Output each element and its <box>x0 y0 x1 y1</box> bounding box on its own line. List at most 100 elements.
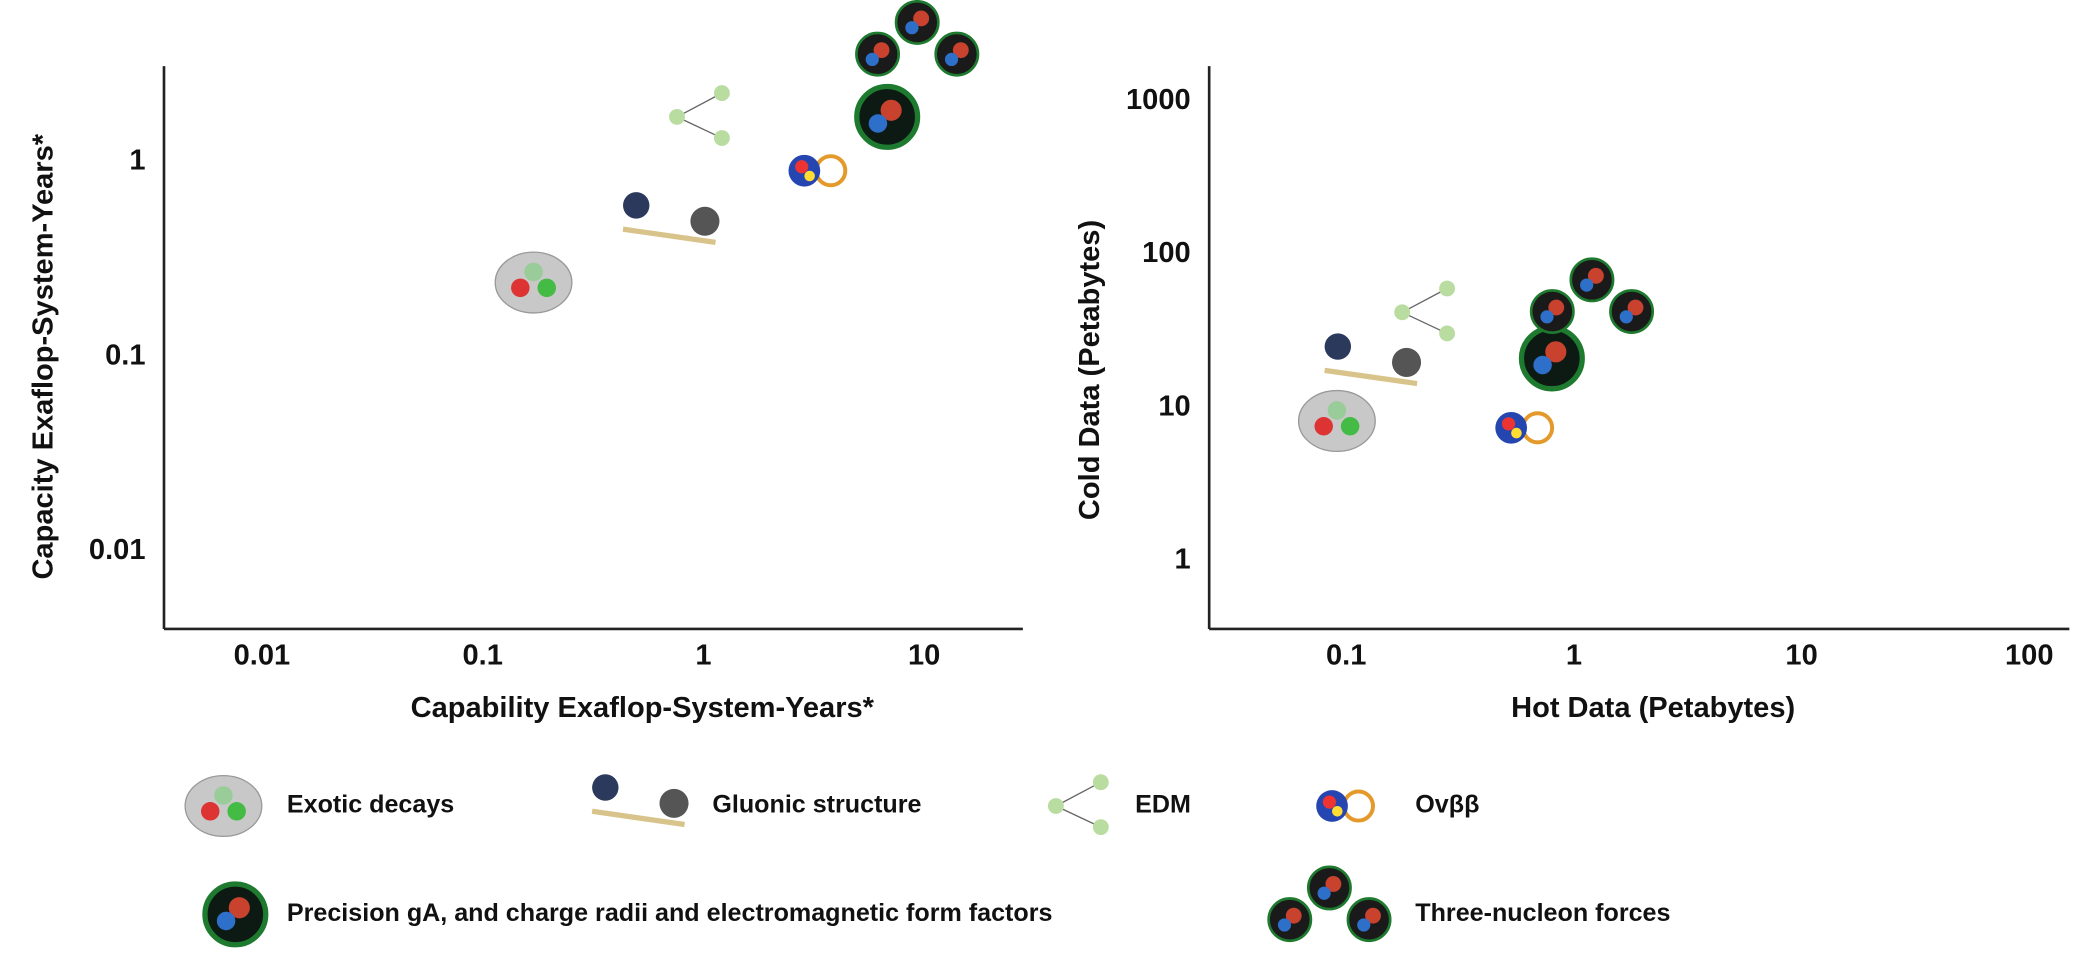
marker-body <box>659 788 689 818</box>
legend-label: Gluonic structure <box>712 791 921 819</box>
marker-part <box>880 99 902 121</box>
marker <box>1495 411 1555 445</box>
x-tick-label: 10 <box>908 639 940 671</box>
marker-part <box>1325 876 1342 892</box>
marker <box>1316 789 1375 823</box>
marker-part <box>1317 886 1331 900</box>
marker <box>669 85 730 146</box>
x-tick-label: 1 <box>1566 639 1582 671</box>
marker-part <box>676 92 723 139</box>
marker-body <box>1092 774 1109 791</box>
marker-part <box>1327 401 1347 420</box>
marker <box>184 774 263 838</box>
marker-body <box>713 85 730 102</box>
marker-body <box>1439 280 1456 297</box>
y-tick-label: 1 <box>129 144 145 176</box>
marker-body <box>623 192 650 219</box>
marker-part <box>1277 918 1292 932</box>
y-tick-label: 1000 <box>1126 84 1191 116</box>
marker-part <box>1357 918 1371 932</box>
y-axis-title: Capacity Exaflop-System-Years* <box>28 133 60 579</box>
legend-label: Three-nucleon forces <box>1415 899 1670 927</box>
marker-part <box>227 802 246 821</box>
marker-part <box>591 808 685 828</box>
marker-part <box>1285 907 1302 924</box>
marker-part <box>537 278 557 298</box>
marker-part <box>873 42 890 59</box>
marker-body <box>494 251 573 314</box>
x-tick-label: 100 <box>2005 639 2053 671</box>
marker-part <box>913 10 930 27</box>
marker <box>494 251 573 314</box>
marker-body <box>184 774 263 838</box>
marker-part <box>1580 278 1594 292</box>
marker-body <box>713 130 730 146</box>
x-tick-label: 1 <box>695 639 711 671</box>
marker-body <box>1324 333 1352 360</box>
marker-part <box>1587 267 1604 284</box>
marker <box>1267 865 1392 943</box>
marker-part <box>214 786 233 805</box>
marker <box>1529 257 1655 334</box>
marker <box>855 0 980 77</box>
marker-ring <box>1521 411 1555 445</box>
marker <box>591 774 689 828</box>
marker-part <box>952 42 969 59</box>
legend-item: Gluonic structure <box>591 774 922 828</box>
marker-body <box>1092 819 1109 836</box>
marker-part <box>200 802 220 821</box>
marker-part <box>804 170 815 182</box>
marker-part <box>1314 417 1333 436</box>
legend-item: EDM <box>1047 774 1191 836</box>
y-tick-label: 1 <box>1175 544 1191 576</box>
marker-part <box>795 160 809 174</box>
marker-body <box>1047 798 1064 814</box>
marker-part <box>868 114 888 133</box>
marker-part <box>905 21 919 35</box>
marker-body <box>1392 347 1422 377</box>
y-tick-label: 0.01 <box>89 534 146 566</box>
legend-item: Exotic decays <box>184 774 454 838</box>
legend-label: Exotic decays <box>287 791 454 819</box>
marker-part <box>1332 806 1343 817</box>
x-tick-label: 0.01 <box>234 639 291 671</box>
y-tick-label: 100 <box>1142 237 1190 269</box>
marker-body <box>1394 304 1411 321</box>
marker-part <box>1619 310 1633 324</box>
marker <box>1047 774 1109 836</box>
legend-item: Precision gA, and charge radii and elect… <box>202 881 1053 948</box>
marker-part <box>216 911 236 931</box>
x-tick-label: 0.1 <box>462 639 502 671</box>
marker-part <box>1501 417 1516 431</box>
x-tick-label: 10 <box>1785 639 1817 671</box>
marker-part <box>524 262 543 282</box>
marker-ring <box>814 154 848 188</box>
marker-part <box>228 897 250 919</box>
marker <box>1324 333 1422 387</box>
marker-body <box>1439 325 1456 342</box>
marker-ring <box>1341 789 1375 823</box>
marker <box>1297 389 1376 453</box>
marker <box>202 881 269 948</box>
legend-item: Three-nucleon forces <box>1267 865 1670 943</box>
legend-label: Precision gA, and charge radii and elect… <box>287 899 1053 927</box>
marker-part <box>1401 287 1448 335</box>
marker-part <box>1365 907 1381 924</box>
marker-part <box>1322 795 1337 809</box>
marker-body <box>690 206 720 236</box>
legend-label: EDM <box>1135 791 1191 819</box>
y-tick-label: 10 <box>1158 390 1190 422</box>
marker-part <box>1340 417 1360 436</box>
marker-part <box>1545 341 1567 363</box>
x-axis-title: Hot Data (Petabytes) <box>1511 692 1795 724</box>
marker-part <box>1548 299 1565 316</box>
marker-part <box>1540 310 1554 324</box>
marker-part <box>511 278 530 298</box>
marker-part <box>1055 781 1102 828</box>
marker-part <box>944 52 959 67</box>
marker-part <box>1511 427 1522 439</box>
marker-part <box>1627 299 1644 316</box>
marker <box>1394 280 1456 342</box>
marker-part <box>865 52 879 67</box>
